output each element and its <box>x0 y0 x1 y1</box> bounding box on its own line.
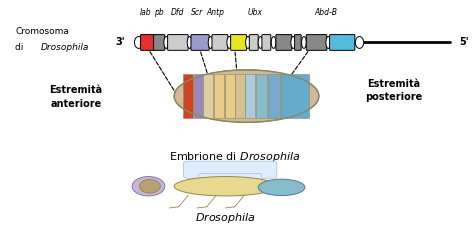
FancyBboxPatch shape <box>203 74 213 119</box>
Text: $\it{Drosophila}$: $\it{Drosophila}$ <box>195 211 256 225</box>
Ellipse shape <box>174 70 319 122</box>
FancyBboxPatch shape <box>168 35 188 50</box>
Ellipse shape <box>187 36 192 49</box>
FancyBboxPatch shape <box>231 35 246 50</box>
Ellipse shape <box>258 179 305 196</box>
FancyBboxPatch shape <box>245 74 255 119</box>
Text: Dfd: Dfd <box>171 8 185 17</box>
Ellipse shape <box>208 36 213 49</box>
Ellipse shape <box>135 36 143 49</box>
FancyBboxPatch shape <box>280 74 309 119</box>
Ellipse shape <box>271 36 276 49</box>
Ellipse shape <box>245 36 250 49</box>
FancyBboxPatch shape <box>184 161 277 178</box>
FancyBboxPatch shape <box>198 173 262 186</box>
Text: posteriore: posteriore <box>365 92 422 102</box>
Ellipse shape <box>132 176 165 196</box>
FancyBboxPatch shape <box>194 74 202 119</box>
Ellipse shape <box>326 36 330 49</box>
Text: Embrione di $\it{Drosophila}$: Embrione di $\it{Drosophila}$ <box>169 150 301 164</box>
Text: Ubx: Ubx <box>247 8 262 17</box>
FancyBboxPatch shape <box>214 74 224 119</box>
Ellipse shape <box>302 36 306 49</box>
FancyBboxPatch shape <box>276 35 292 50</box>
Text: pb: pb <box>154 8 164 17</box>
Text: 5': 5' <box>459 37 469 47</box>
FancyBboxPatch shape <box>141 35 156 50</box>
Ellipse shape <box>164 36 169 49</box>
Text: Cromosoma: Cromosoma <box>16 27 69 36</box>
Text: di: di <box>16 43 26 52</box>
Ellipse shape <box>355 36 364 49</box>
Text: Estremità: Estremità <box>50 85 102 95</box>
Text: Antp: Antp <box>206 8 224 17</box>
Text: lab: lab <box>139 8 151 17</box>
Ellipse shape <box>291 36 295 49</box>
FancyBboxPatch shape <box>153 35 165 50</box>
Text: anteriore: anteriore <box>51 99 102 109</box>
FancyBboxPatch shape <box>184 74 193 119</box>
FancyBboxPatch shape <box>212 35 228 50</box>
FancyBboxPatch shape <box>329 35 355 50</box>
Ellipse shape <box>227 36 232 49</box>
FancyBboxPatch shape <box>191 35 209 50</box>
Ellipse shape <box>258 36 263 49</box>
Text: Drosophila: Drosophila <box>41 43 90 52</box>
FancyBboxPatch shape <box>295 35 301 50</box>
FancyBboxPatch shape <box>256 74 267 119</box>
Ellipse shape <box>139 179 160 193</box>
Text: Estremità: Estremità <box>367 79 420 88</box>
Text: Abd-B: Abd-B <box>314 8 337 17</box>
FancyBboxPatch shape <box>235 74 245 119</box>
FancyBboxPatch shape <box>225 74 235 119</box>
FancyBboxPatch shape <box>249 35 258 50</box>
FancyBboxPatch shape <box>306 35 327 50</box>
FancyBboxPatch shape <box>268 74 280 119</box>
FancyBboxPatch shape <box>262 35 271 50</box>
Text: 3': 3' <box>116 37 125 47</box>
Ellipse shape <box>174 176 277 196</box>
Text: Scr: Scr <box>191 8 203 17</box>
